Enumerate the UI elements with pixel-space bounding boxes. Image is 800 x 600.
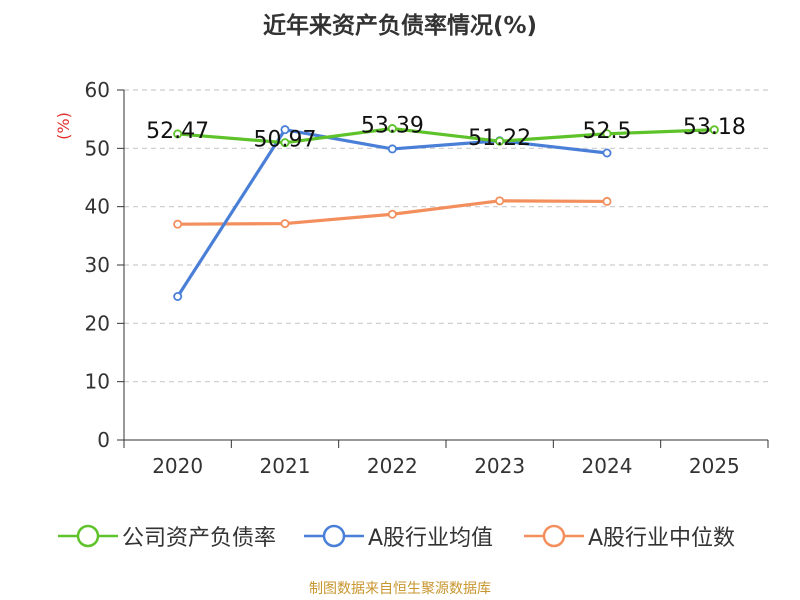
- legend-marker: [542, 524, 566, 548]
- y-tick-label: 20: [85, 311, 110, 335]
- y-tick-label: 10: [85, 370, 110, 394]
- data-label: 50.97: [254, 128, 317, 153]
- data-point-2: [387, 144, 397, 154]
- legend-item[interactable]: A股行业均值: [304, 522, 494, 551]
- data-point-1: [495, 136, 505, 146]
- data-point-3: [495, 196, 505, 206]
- y-tick-label: 40: [85, 195, 110, 219]
- series-line-1: [177, 126, 715, 145]
- data-point-1: [709, 125, 719, 135]
- data-point-1: [173, 129, 183, 139]
- series-lines: [173, 124, 719, 301]
- data-label: 51.22: [468, 126, 531, 151]
- legend-swatch-icon: [304, 524, 364, 548]
- data-label: 53.18: [683, 115, 746, 140]
- chart-title: 近年来资产负债率情况(%): [262, 13, 538, 39]
- data-labels: 52.47 50.97 53.39 51.22 52.5 53.18: [146, 114, 746, 153]
- data-point-2: [280, 125, 290, 135]
- y-tick-label: 60: [85, 78, 110, 102]
- data-point-3: [280, 219, 290, 229]
- x-tick-label: 2025: [689, 454, 740, 478]
- legend-swatch-icon: [58, 524, 118, 548]
- x-tick-label: 2020: [152, 454, 203, 478]
- data-point-1: [387, 124, 397, 134]
- legend-marker: [322, 524, 346, 548]
- x-tick-label: 2021: [260, 454, 311, 478]
- data-point-3: [173, 219, 183, 229]
- y-axis-label: (%): [54, 112, 73, 140]
- y-tick-label: 0: [97, 428, 110, 452]
- legend-label: A股行业均值: [368, 526, 494, 551]
- legend-swatch-icon: [524, 524, 584, 548]
- y-tick-label: 50: [85, 136, 110, 160]
- legend-item[interactable]: A股行业中位数: [524, 522, 736, 551]
- data-point-1: [602, 129, 612, 139]
- data-point-2: [602, 148, 612, 158]
- legend-label: 公司资产负债率: [122, 526, 277, 551]
- data-label: 52.5: [583, 119, 632, 144]
- source-note: 制图数据来自恒生聚源数据库: [309, 581, 491, 597]
- x-tick-label: 2022: [367, 454, 418, 478]
- legend-label: A股行业中位数: [588, 526, 736, 551]
- y-tick-label: 30: [85, 253, 110, 277]
- data-point-2: [173, 291, 183, 301]
- legend-marker: [76, 524, 100, 548]
- x-tick-label: 2024: [582, 454, 633, 478]
- legend-item[interactable]: 公司资产负债率: [58, 522, 277, 551]
- data-label: 52.47: [146, 119, 209, 144]
- data-point-1: [280, 138, 290, 148]
- data-point-3: [387, 209, 397, 219]
- data-point-3: [602, 196, 612, 206]
- data-label: 53.39: [361, 114, 424, 139]
- x-tick-label: 2023: [474, 454, 525, 478]
- axes: 0 10 20 30 40 50 60 2020 2021 2022 2023 2024 2025 (%): [54, 78, 769, 478]
